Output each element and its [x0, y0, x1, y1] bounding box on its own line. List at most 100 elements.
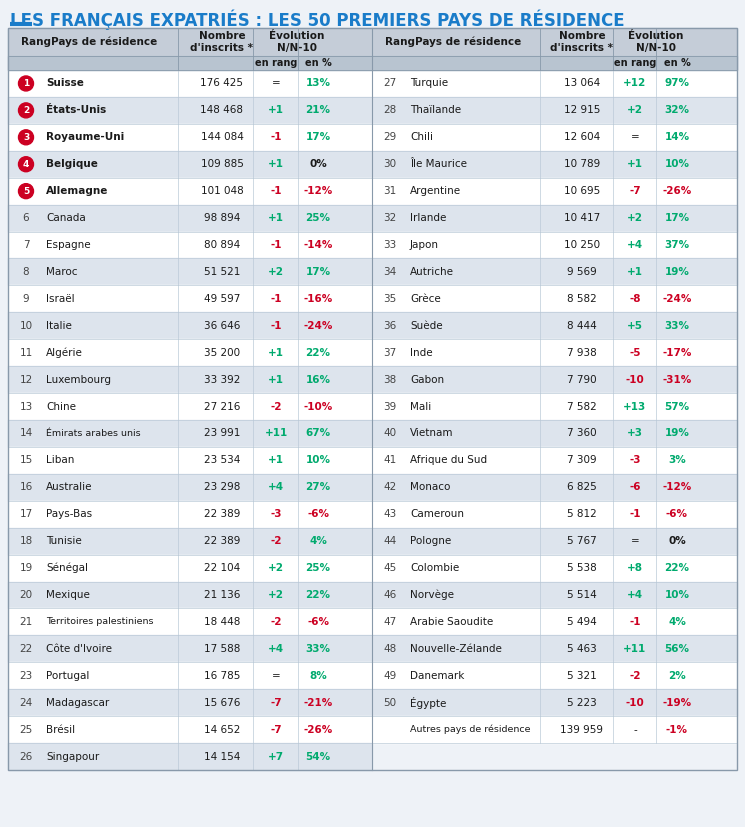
Text: Italie: Italie [46, 321, 72, 331]
Bar [8, 70, 372, 97]
Text: 22%: 22% [305, 590, 331, 600]
Text: -6%: -6% [307, 617, 329, 627]
Text: 5 514: 5 514 [567, 590, 597, 600]
Bar [372, 151, 737, 178]
Text: 37: 37 [384, 347, 396, 358]
Text: 22 104: 22 104 [204, 563, 240, 573]
Text: +2: +2 [627, 105, 643, 116]
Text: +1: +1 [627, 267, 643, 277]
Text: 20: 20 [19, 590, 33, 600]
Bar [372, 474, 737, 501]
Text: 7 360: 7 360 [567, 428, 597, 438]
Text: Rang: Rang [385, 37, 415, 47]
Text: 8: 8 [22, 267, 29, 277]
Text: -2: -2 [270, 402, 282, 412]
Text: Monaco: Monaco [410, 482, 451, 492]
Text: +2: +2 [268, 563, 284, 573]
Bar [372, 716, 737, 743]
Text: 148 468: 148 468 [200, 105, 244, 116]
Text: Suisse: Suisse [46, 79, 84, 88]
Text: 0%: 0% [309, 160, 327, 170]
Bar [372, 635, 737, 662]
Text: +4: +4 [268, 482, 284, 492]
Text: +11: +11 [264, 428, 288, 438]
Text: 17%: 17% [305, 132, 331, 142]
Text: 10: 10 [19, 321, 33, 331]
Text: =: = [272, 671, 280, 681]
Text: +1: +1 [627, 160, 643, 170]
Text: -2: -2 [270, 617, 282, 627]
Text: 32: 32 [384, 213, 396, 223]
Text: 14: 14 [19, 428, 33, 438]
Text: +2: +2 [627, 213, 643, 223]
Bar [8, 56, 737, 70]
Bar [8, 366, 372, 393]
Text: Pays de résidence: Pays de résidence [51, 36, 157, 47]
Text: Turquie: Turquie [410, 79, 448, 88]
Circle shape [19, 184, 34, 198]
Text: 7 309: 7 309 [567, 456, 597, 466]
Text: 21%: 21% [305, 105, 331, 116]
Bar [8, 178, 372, 204]
Text: -1: -1 [270, 240, 282, 250]
Text: =: = [630, 536, 639, 546]
Text: +1: +1 [268, 213, 284, 223]
Text: -26%: -26% [662, 186, 691, 196]
Text: en rang: en rang [614, 58, 656, 68]
Text: +1: +1 [268, 160, 284, 170]
Text: +5: +5 [627, 321, 643, 331]
Text: 56%: 56% [665, 644, 690, 654]
Circle shape [19, 157, 34, 172]
Text: Nouvelle-Zélande: Nouvelle-Zélande [410, 644, 502, 654]
Text: =: = [630, 132, 639, 142]
Text: -2: -2 [630, 671, 641, 681]
Text: Évolution
N/N-10: Évolution N/N-10 [628, 31, 684, 53]
Bar [372, 447, 737, 474]
Text: Tunisie: Tunisie [46, 536, 82, 546]
Text: 4%: 4% [668, 617, 686, 627]
Bar [372, 313, 737, 339]
Text: 34: 34 [384, 267, 396, 277]
Text: 13%: 13% [305, 79, 331, 88]
Text: 144 084: 144 084 [200, 132, 244, 142]
Text: 67%: 67% [305, 428, 331, 438]
Text: 22 389: 22 389 [204, 509, 240, 519]
Text: 2: 2 [23, 106, 29, 115]
Text: 32%: 32% [665, 105, 690, 116]
Text: -10%: -10% [303, 402, 332, 412]
Text: -: - [633, 724, 637, 734]
Text: 27%: 27% [305, 482, 331, 492]
Bar [372, 528, 737, 555]
Text: -26%: -26% [303, 724, 332, 734]
Text: Canada: Canada [46, 213, 86, 223]
Text: 41: 41 [384, 456, 396, 466]
Bar [8, 474, 372, 501]
Text: 16 785: 16 785 [204, 671, 240, 681]
Text: 49 597: 49 597 [204, 294, 240, 304]
Text: Brésil: Brésil [46, 724, 75, 734]
Text: 33%: 33% [665, 321, 690, 331]
Text: 23 298: 23 298 [204, 482, 240, 492]
Text: 14%: 14% [665, 132, 690, 142]
Bar [8, 662, 372, 689]
Text: -31%: -31% [662, 375, 691, 385]
Text: Île Maurice: Île Maurice [410, 160, 467, 170]
Bar [372, 662, 737, 689]
Text: 2%: 2% [668, 671, 686, 681]
Bar [372, 555, 737, 581]
Text: 30: 30 [384, 160, 396, 170]
Bar [8, 716, 372, 743]
Text: =: = [272, 79, 280, 88]
Text: 21 136: 21 136 [204, 590, 240, 600]
Bar [8, 28, 737, 770]
Text: -6: -6 [630, 482, 641, 492]
Text: 14 652: 14 652 [204, 724, 240, 734]
Text: Australie: Australie [46, 482, 92, 492]
Text: 0%: 0% [668, 536, 686, 546]
Text: 35 200: 35 200 [204, 347, 240, 358]
Text: -12%: -12% [303, 186, 332, 196]
Text: 5 767: 5 767 [567, 536, 597, 546]
Text: 26: 26 [19, 752, 33, 762]
Text: Vietnam: Vietnam [410, 428, 454, 438]
Text: Colombie: Colombie [410, 563, 459, 573]
